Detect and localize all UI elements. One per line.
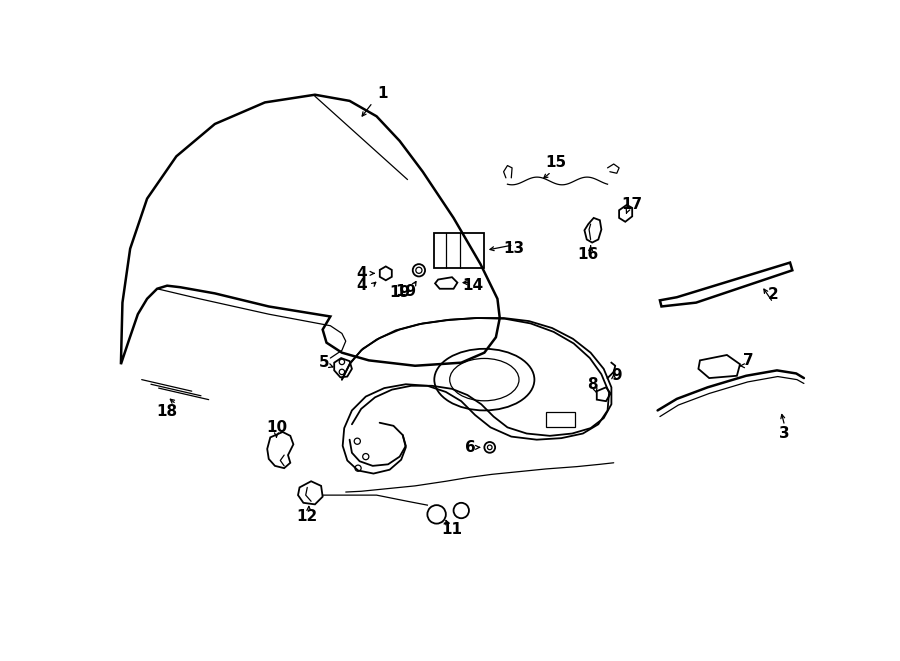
Text: 6: 6 [465,440,476,455]
Text: 7: 7 [743,353,754,368]
Text: 13: 13 [503,241,524,256]
Text: 8: 8 [587,377,598,392]
Text: 9: 9 [611,368,622,383]
Text: 17: 17 [622,196,643,212]
Text: 5: 5 [319,355,329,370]
Text: 10: 10 [266,420,287,435]
Text: 4: 4 [356,266,366,281]
Text: 14: 14 [463,278,483,293]
Text: 1: 1 [377,86,388,100]
Text: 3: 3 [779,426,790,441]
Text: 11: 11 [442,522,463,537]
Text: 19: 19 [395,284,417,299]
Text: 4: 4 [356,278,366,293]
Text: 18: 18 [157,405,177,420]
Text: 2: 2 [768,288,778,303]
Text: 12: 12 [297,509,318,524]
Text: 15: 15 [545,155,566,170]
Text: 16: 16 [577,247,598,262]
Text: 19: 19 [389,285,410,300]
